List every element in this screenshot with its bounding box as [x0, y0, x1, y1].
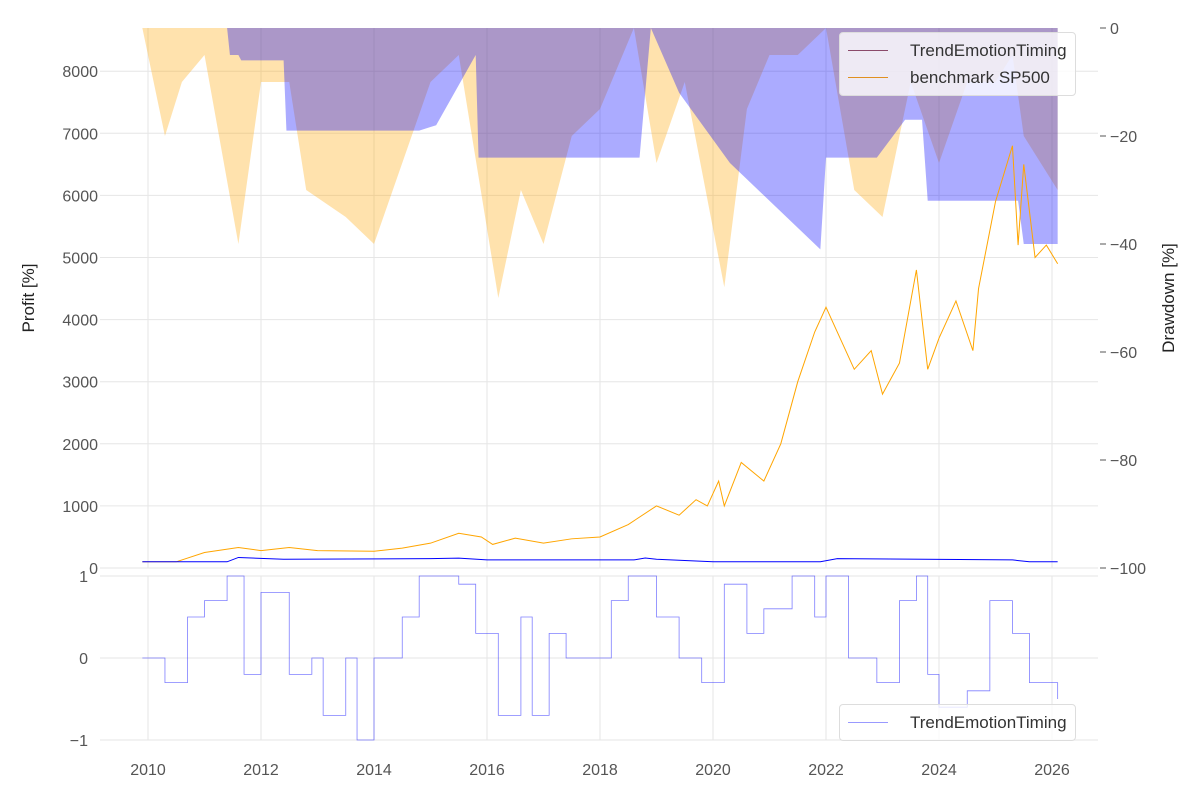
x-tick-label: 2026 — [1034, 762, 1070, 779]
y2-tick-label: −100 — [1110, 561, 1146, 578]
signal-y-tick-label: −1 — [70, 733, 88, 750]
x-tick-label: 2016 — [469, 762, 505, 779]
y2-tick-label: −40 — [1110, 237, 1137, 254]
signal-y-tick-label: 1 — [79, 569, 88, 586]
y2-tick-label: −80 — [1110, 453, 1137, 470]
y-tick-label: 1000 — [62, 499, 98, 516]
x-tick-label: 2018 — [582, 762, 618, 779]
legend-swatch-signal — [848, 722, 888, 723]
signal-y-tick-label: 0 — [79, 651, 88, 668]
benchmark-drawdown-area — [142, 28, 1058, 298]
y-tick-label: 0 — [89, 561, 98, 578]
legend-label-strategy: TrendEmotionTiming — [910, 40, 1067, 60]
y2-axis-label: Drawdown [%] — [1159, 243, 1178, 353]
y-tick-label: 4000 — [62, 313, 98, 330]
legend-label-benchmark: benchmark SP500 — [910, 67, 1050, 87]
signal-legend: TrendEmotionTiming — [839, 704, 1076, 741]
legend-label-signal: TrendEmotionTiming — [910, 712, 1067, 732]
x-tick-label: 2020 — [695, 762, 731, 779]
strategy-line — [142, 556, 1058, 563]
x-tick-label: 2022 — [808, 762, 844, 779]
y-tick-label: 5000 — [62, 251, 98, 268]
signal-line — [142, 575, 1059, 741]
x-tick-label: 2012 — [243, 762, 279, 779]
x-tick-label: 2024 — [921, 762, 957, 779]
y-tick-label: 7000 — [62, 126, 98, 143]
main-legend: TrendEmotionTiming benchmark SP500 — [839, 32, 1076, 96]
y2-tick-label: −20 — [1110, 129, 1137, 146]
y2-tick-label: −60 — [1110, 345, 1137, 362]
benchmark-line — [142, 145, 1059, 563]
x-tick-label: 2010 — [130, 762, 166, 779]
legend-swatch-strategy — [848, 50, 888, 51]
y-tick-label: 2000 — [62, 437, 98, 454]
y2-tick-label: 0 — [1110, 21, 1119, 38]
y-axis-label: Profit [%] — [19, 264, 38, 333]
y-tick-label: 8000 — [62, 64, 98, 81]
x-tick-label: 2014 — [356, 762, 392, 779]
legend-swatch-benchmark — [848, 77, 888, 78]
y-tick-label: 3000 — [62, 375, 98, 392]
y-tick-label: 6000 — [62, 188, 98, 205]
